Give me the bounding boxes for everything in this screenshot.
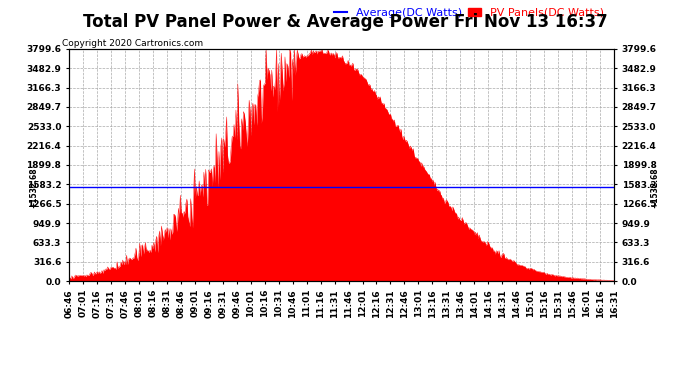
Text: Total PV Panel Power & Average Power Fri Nov 13 16:37: Total PV Panel Power & Average Power Fri… — [83, 13, 607, 31]
Legend: Average(DC Watts), PV Panels(DC Watts): Average(DC Watts), PV Panels(DC Watts) — [330, 3, 609, 22]
Text: +1532.68: +1532.68 — [29, 167, 38, 208]
Text: Copyright 2020 Cartronics.com: Copyright 2020 Cartronics.com — [62, 39, 204, 48]
Text: +1532.68: +1532.68 — [651, 167, 660, 208]
